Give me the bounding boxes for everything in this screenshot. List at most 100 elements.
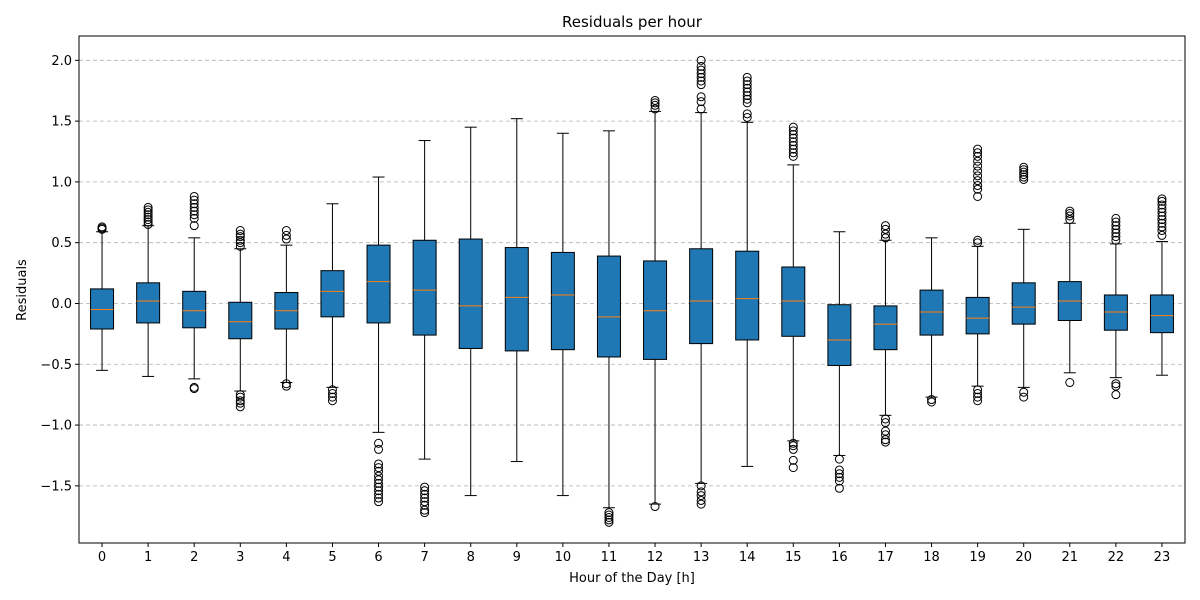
outlier-point xyxy=(650,104,660,114)
outlier-point xyxy=(788,463,798,473)
outlier-point xyxy=(420,493,430,503)
iqr-box xyxy=(1103,294,1128,331)
outlier-point xyxy=(973,161,983,171)
outlier-point xyxy=(696,72,706,82)
outlier-point xyxy=(374,482,384,492)
outlier-point xyxy=(1019,387,1029,397)
outlier-point xyxy=(189,221,199,231)
x-tick-label: 22 xyxy=(1108,550,1125,565)
outlier-point xyxy=(189,213,199,223)
outlier-point xyxy=(374,438,384,448)
outlier-point xyxy=(235,235,245,245)
iqr-box xyxy=(1149,294,1174,334)
outlier-point xyxy=(97,222,107,232)
outlier-point xyxy=(650,502,660,512)
outlier-point xyxy=(1065,206,1075,216)
box-hour-23 xyxy=(1149,194,1174,376)
outlier-point xyxy=(696,69,706,79)
x-tick-label: 5 xyxy=(328,550,336,565)
outlier-point xyxy=(374,471,384,481)
outlier-point xyxy=(420,489,430,499)
outlier-point xyxy=(696,499,706,509)
outlier-point xyxy=(1065,209,1075,219)
outlier-point xyxy=(1157,222,1167,232)
outlier-point xyxy=(604,508,614,518)
outlier-point xyxy=(650,98,660,108)
outlier-point xyxy=(880,224,890,234)
outlier-point xyxy=(788,151,798,161)
outlier-point xyxy=(1111,232,1121,242)
outlier-point xyxy=(235,229,245,239)
y-tick-label: 1.5 xyxy=(51,115,72,130)
outlier-point xyxy=(1111,213,1121,223)
box-hour-2 xyxy=(182,191,207,394)
outlier-point xyxy=(1111,381,1121,391)
outlier-point xyxy=(374,444,384,454)
outlier-point xyxy=(143,202,153,212)
outlier-point xyxy=(1019,167,1029,177)
outlier-point xyxy=(973,144,983,154)
x-tick-label: 20 xyxy=(1015,550,1032,565)
outlier-point xyxy=(1019,392,1029,402)
x-tick-label: 15 xyxy=(785,550,802,565)
outlier-point xyxy=(973,191,983,201)
iqr-box xyxy=(412,239,437,336)
iqr-box xyxy=(689,248,714,345)
box-hour-20 xyxy=(1011,162,1036,402)
outlier-point xyxy=(973,184,983,194)
outlier-point xyxy=(696,76,706,86)
box-hour-9 xyxy=(504,118,529,463)
box-hour-10 xyxy=(550,132,575,497)
outlier-point xyxy=(742,109,752,119)
outlier-point xyxy=(420,497,430,507)
outlier-point xyxy=(834,476,844,486)
outlier-point xyxy=(742,98,752,108)
outlier-point xyxy=(927,397,937,407)
outlier-point xyxy=(880,435,890,445)
box-hour-8 xyxy=(458,126,483,497)
box-hour-5 xyxy=(320,203,345,406)
outlier-point xyxy=(143,210,153,220)
outlier-point xyxy=(420,508,430,518)
box-hour-1 xyxy=(136,202,161,377)
outlier-point xyxy=(927,395,937,405)
y-tick-label: 1.0 xyxy=(51,175,72,190)
outlier-point xyxy=(1019,174,1029,184)
outlier-point xyxy=(788,133,798,143)
y-axis-ticks: −1.5 −1.0 −0.5 0.0 0.5 1.0 1.5 2.0 xyxy=(40,54,79,494)
outlier-point xyxy=(696,65,706,75)
outlier-point xyxy=(189,199,199,209)
iqr-box xyxy=(1011,282,1036,325)
outlier-point xyxy=(1157,211,1167,221)
outlier-point xyxy=(327,396,337,406)
y-tick-label: −1.0 xyxy=(40,419,72,434)
iqr-box xyxy=(827,304,852,366)
box-hour-19 xyxy=(965,144,990,406)
outlier-point xyxy=(834,472,844,482)
outlier-point xyxy=(189,191,199,201)
x-tick-label: 9 xyxy=(513,550,521,565)
outlier-point xyxy=(235,398,245,408)
outlier-point xyxy=(880,233,890,243)
iqr-box xyxy=(919,289,944,336)
outlier-point xyxy=(1157,200,1167,210)
chart-title: Residuals per hour xyxy=(562,13,703,31)
outlier-point xyxy=(880,414,890,424)
y-tick-label: −1.5 xyxy=(40,479,72,494)
box-hour-13 xyxy=(689,55,714,509)
iqr-box xyxy=(781,266,806,337)
x-tick-label: 23 xyxy=(1154,550,1171,565)
iqr-box xyxy=(182,290,207,329)
y-axis-title: Residuals xyxy=(15,259,30,321)
y-tick-label: 2.0 xyxy=(51,54,72,69)
iqr-box xyxy=(320,270,345,318)
outlier-point xyxy=(1019,162,1029,172)
outlier-point xyxy=(1065,215,1075,225)
outlier-point xyxy=(1065,211,1075,221)
x-tick-label: 2 xyxy=(190,550,198,565)
outlier-point xyxy=(834,469,844,479)
outlier-point xyxy=(189,382,199,392)
y-tick-label: −0.5 xyxy=(40,358,72,373)
iqr-box xyxy=(873,305,898,351)
outlier-point xyxy=(742,76,752,86)
